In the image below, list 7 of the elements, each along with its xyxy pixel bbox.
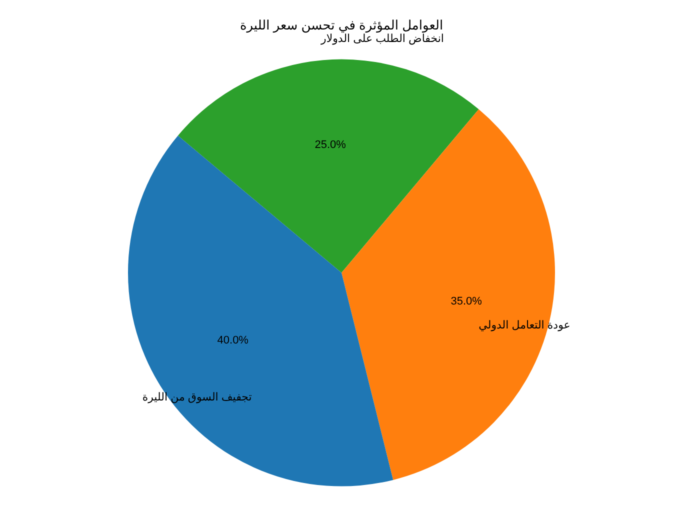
slice-label: انخفاض الطلب على الدولار (320, 32, 444, 45)
data-label: 35.0% (450, 296, 482, 308)
slice-label: عودة التعامل الدولي (478, 320, 570, 332)
slice-label: تجفيف السوق من الليرة (142, 391, 252, 404)
data-label: 40.0% (217, 334, 249, 347)
data-label: 25.0% (314, 139, 346, 152)
chart-title: العوامل المؤثرة في تحسن سعر الليرة (240, 17, 444, 34)
